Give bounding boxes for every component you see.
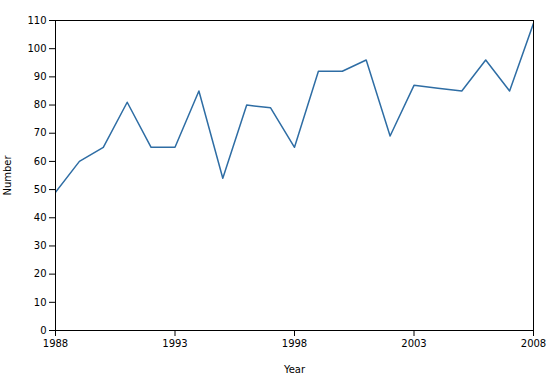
svg-text:110: 110	[27, 15, 46, 26]
svg-text:2008: 2008	[521, 338, 546, 349]
svg-text:100: 100	[27, 43, 46, 54]
svg-text:2003: 2003	[401, 338, 426, 349]
svg-text:80: 80	[34, 99, 47, 110]
svg-text:Year: Year	[283, 364, 306, 375]
svg-text:30: 30	[34, 240, 47, 251]
svg-text:20: 20	[34, 268, 47, 279]
svg-text:70: 70	[34, 127, 47, 138]
svg-text:60: 60	[34, 156, 47, 167]
svg-text:50: 50	[34, 184, 47, 195]
svg-text:1988: 1988	[43, 338, 68, 349]
svg-text:Number: Number	[2, 155, 13, 196]
svg-text:1993: 1993	[162, 338, 187, 349]
svg-text:40: 40	[34, 212, 47, 223]
svg-text:0: 0	[40, 325, 46, 336]
svg-text:90: 90	[34, 71, 47, 82]
svg-text:1998: 1998	[282, 338, 307, 349]
svg-text:10: 10	[34, 297, 47, 308]
